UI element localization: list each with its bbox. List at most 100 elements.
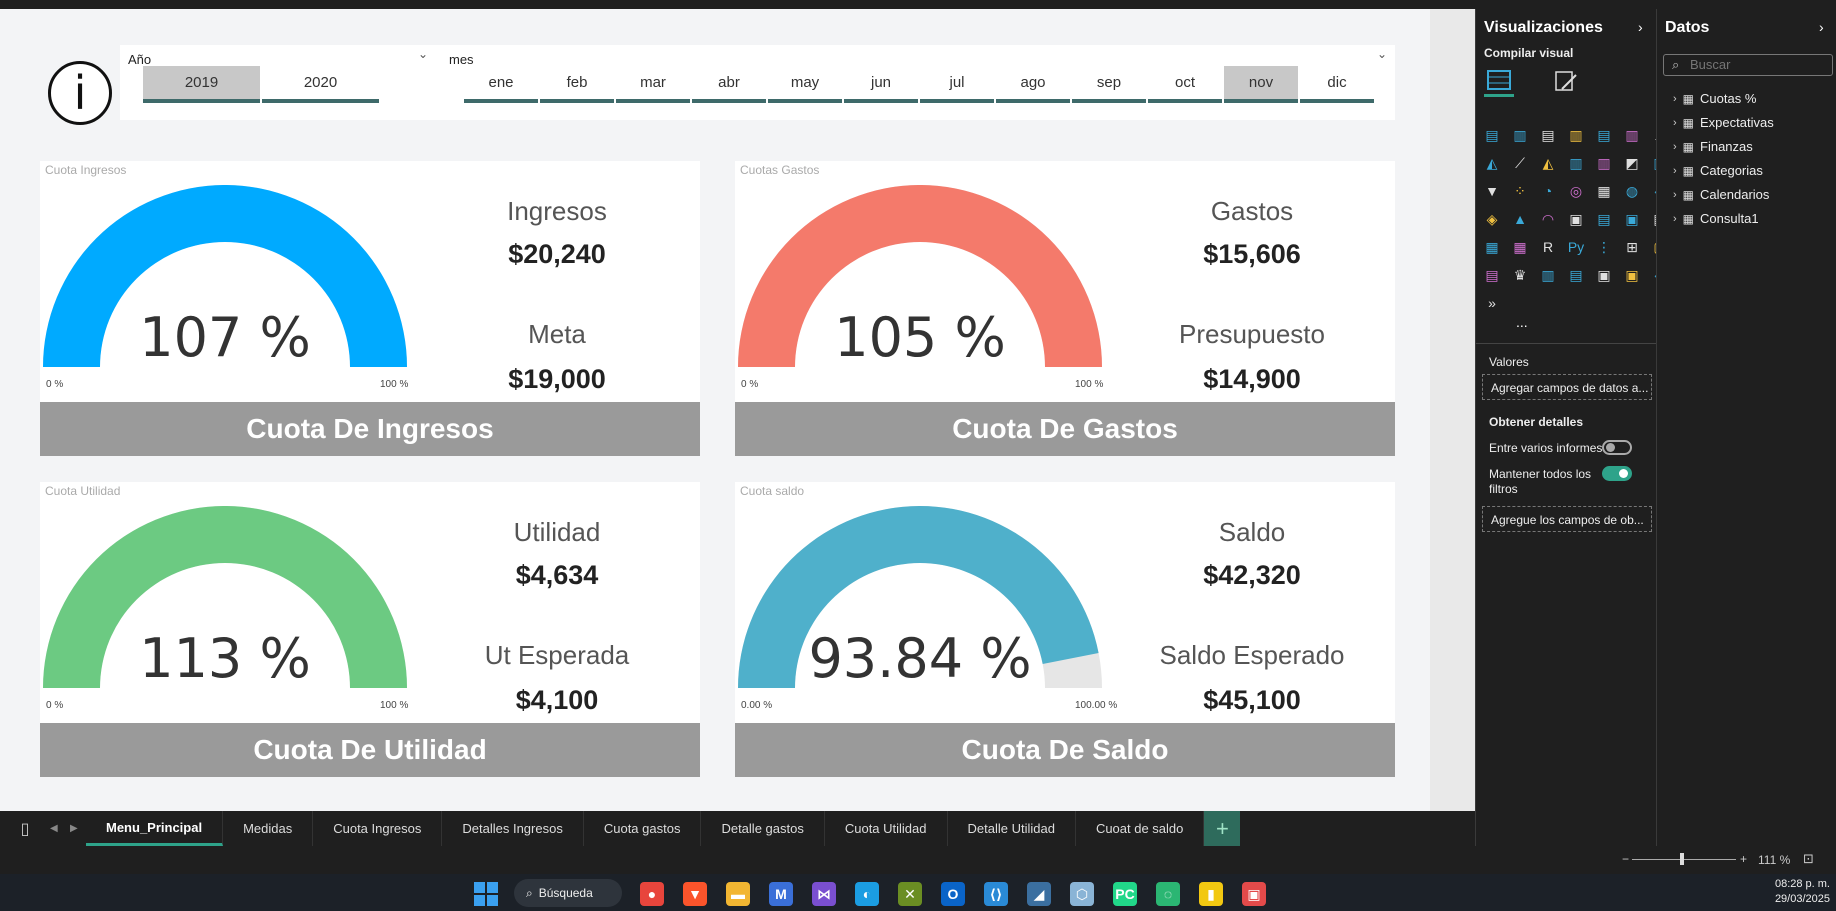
chevron-right-icon[interactable]: ›	[1673, 188, 1677, 201]
visual-type-icon[interactable]: »	[1488, 295, 1496, 311]
expand-pane-icon[interactable]: ›	[1638, 19, 1643, 35]
chevron-right-icon[interactable]: ›	[1673, 212, 1677, 225]
visual-type-icon[interactable]: ▤	[1541, 126, 1555, 143]
visual-type-icon[interactable]: ▣	[1569, 210, 1583, 227]
visual-type-icon[interactable]: ▥	[1513, 126, 1527, 143]
page-tab[interactable]: Menu_Principal	[86, 811, 224, 846]
zoom-slider-handle[interactable]	[1680, 853, 1684, 865]
more-visuals-icon[interactable]: ...	[1516, 314, 1528, 330]
drill-through-field-well[interactable]: Agregue los campos de ob...	[1482, 506, 1652, 532]
data-table-item[interactable]: › ▦ Expectativas	[1673, 115, 1774, 130]
visual-type-icon[interactable]: ◠	[1541, 210, 1555, 227]
add-page-button[interactable]: +	[1204, 811, 1241, 846]
visual-type-icon[interactable]: ▤	[1569, 266, 1583, 283]
year-option-2019[interactable]: 2019	[143, 66, 260, 103]
month-option-jul[interactable]: jul	[920, 66, 994, 103]
visual-type-icon[interactable]: ⁘	[1514, 182, 1526, 199]
visual-type-icon[interactable]: ◎	[1569, 182, 1583, 199]
outlook-icon[interactable]: O	[941, 882, 965, 906]
page-tab[interactable]: Detalle gastos	[701, 811, 825, 846]
app-icon[interactable]: ⬡	[1070, 882, 1094, 906]
values-field-well[interactable]: Agregar campos de datos a...	[1482, 374, 1652, 400]
visual-type-icon[interactable]: ▣	[1597, 266, 1611, 283]
chevron-right-icon[interactable]: ›	[1673, 140, 1677, 153]
app-icon[interactable]: ✕	[898, 882, 922, 906]
visual-type-icon[interactable]: ◩	[1625, 154, 1639, 171]
zoom-out-icon[interactable]: −	[1622, 852, 1630, 866]
chevron-right-icon[interactable]: ›	[1673, 164, 1677, 177]
visual-type-icon[interactable]: ▣	[1625, 210, 1639, 227]
page-tab[interactable]: Medidas	[223, 811, 314, 846]
visual-type-icon[interactable]: ⋮	[1597, 238, 1611, 255]
chevron-down-icon[interactable]: ⌄	[417, 47, 428, 61]
info-icon[interactable]: i	[48, 61, 112, 125]
brave-icon[interactable]: ▼	[683, 882, 707, 906]
visual-type-icon[interactable]: ◔	[1543, 183, 1553, 199]
chrome-icon[interactable]: ●	[640, 882, 664, 906]
vscode-icon[interactable]: ⟨⟩	[984, 882, 1008, 906]
fit-to-page-icon[interactable]: ⊡	[1803, 851, 1814, 866]
visual-type-icon[interactable]: ▲	[1513, 211, 1527, 227]
page-tab[interactable]: Cuota Utilidad	[825, 811, 948, 846]
kpi-card[interactable]: Cuotas Gastos 105 % 0 % 100 % Gastos $15,606 P…	[735, 161, 1395, 407]
tab-scroll-left-icon[interactable]: ◀	[50, 823, 58, 834]
chevron-down-icon[interactable]: ⌄	[1376, 47, 1387, 61]
card-banner[interactable]: Cuota De Ingresos	[40, 402, 700, 456]
visual-type-icon[interactable]: ▦	[1485, 238, 1499, 255]
visual-type-icon[interactable]: ▤	[1597, 126, 1611, 143]
cross-report-toggle[interactable]	[1602, 440, 1632, 455]
build-visual-tab[interactable]	[1484, 65, 1514, 97]
visual-type-icon[interactable]: ▤	[1485, 126, 1499, 143]
data-table-item[interactable]: › ▦ Cuotas %	[1673, 91, 1756, 106]
data-table-item[interactable]: › ▦ Categorias	[1673, 163, 1763, 178]
zoom-slider[interactable]	[1632, 859, 1736, 860]
month-option-sep[interactable]: sep	[1072, 66, 1146, 103]
data-table-item[interactable]: › ▦ Finanzas	[1673, 139, 1753, 154]
visual-studio-icon[interactable]: ⋈	[812, 882, 836, 906]
kpi-card[interactable]: Cuota Utilidad 113 % 0 % 100 % Utilidad $4,63…	[40, 482, 700, 728]
visual-type-icon[interactable]: ▥	[1597, 154, 1611, 171]
page-tab[interactable]: Detalles Ingresos	[442, 811, 584, 846]
data-search-input[interactable]	[1690, 57, 1830, 72]
system-clock[interactable]: 08:28 p. m. 29/03/2025	[1740, 877, 1830, 907]
data-table-item[interactable]: › ▦ Calendarios	[1673, 187, 1769, 202]
visual-type-icon[interactable]: ▦	[1597, 182, 1611, 199]
visual-type-icon[interactable]: ♛	[1513, 266, 1527, 283]
visual-type-icon[interactable]: ▤	[1485, 266, 1499, 283]
month-option-ago[interactable]: ago	[996, 66, 1070, 103]
chevron-right-icon[interactable]: ›	[1673, 92, 1677, 105]
kpi-card[interactable]: Cuota Ingresos 107 % 0 % 100 % Ingresos $20,2…	[40, 161, 700, 407]
visual-type-icon[interactable]: ◍	[1625, 182, 1639, 199]
visual-type-icon[interactable]: Py	[1567, 239, 1585, 255]
power-bi-icon[interactable]: ▮	[1199, 882, 1223, 906]
year-option-2020[interactable]: 2020	[262, 66, 379, 103]
expand-pane-icon[interactable]: ›	[1819, 19, 1824, 35]
pycharm-icon[interactable]: PC	[1113, 882, 1137, 906]
app-icon[interactable]: M	[769, 882, 793, 906]
visual-type-icon[interactable]: ▥	[1569, 126, 1583, 143]
page-tab[interactable]: Detalle Utilidad	[948, 811, 1076, 846]
visual-type-icon[interactable]: ◭	[1486, 154, 1498, 171]
visual-type-icon[interactable]: ▼	[1485, 183, 1499, 199]
visual-type-icon[interactable]: ⟋	[1515, 154, 1525, 171]
mobile-layout-icon[interactable]: ▯	[20, 820, 30, 838]
taskbar-search-button[interactable]: ⌕ Búsqueda	[514, 879, 622, 907]
visual-type-icon[interactable]: ▤	[1597, 210, 1611, 227]
page-tab[interactable]: Cuota gastos	[584, 811, 702, 846]
visual-type-icon[interactable]: ▣	[1625, 266, 1639, 283]
month-option-oct[interactable]: oct	[1148, 66, 1222, 103]
visual-type-icon[interactable]: ▦	[1513, 238, 1527, 255]
card-banner[interactable]: Cuota De Gastos	[735, 402, 1395, 456]
visual-type-icon[interactable]: ◭	[1542, 154, 1554, 171]
month-option-nov[interactable]: nov	[1224, 66, 1298, 103]
file-explorer-icon[interactable]: ▬	[726, 882, 750, 906]
card-banner[interactable]: Cuota De Utilidad	[40, 723, 700, 777]
windows-start-icon[interactable]	[474, 882, 498, 906]
page-tab[interactable]: Cuoat de saldo	[1076, 811, 1205, 846]
keep-filters-toggle[interactable]	[1602, 466, 1632, 481]
edge-icon[interactable]: ◐	[855, 882, 879, 906]
data-table-item[interactable]: › ▦ Consulta1	[1673, 211, 1759, 226]
month-option-abr[interactable]: abr	[692, 66, 766, 103]
visual-type-icon[interactable]: ▥	[1541, 266, 1555, 283]
tab-scroll-right-icon[interactable]: ▶	[70, 823, 78, 834]
